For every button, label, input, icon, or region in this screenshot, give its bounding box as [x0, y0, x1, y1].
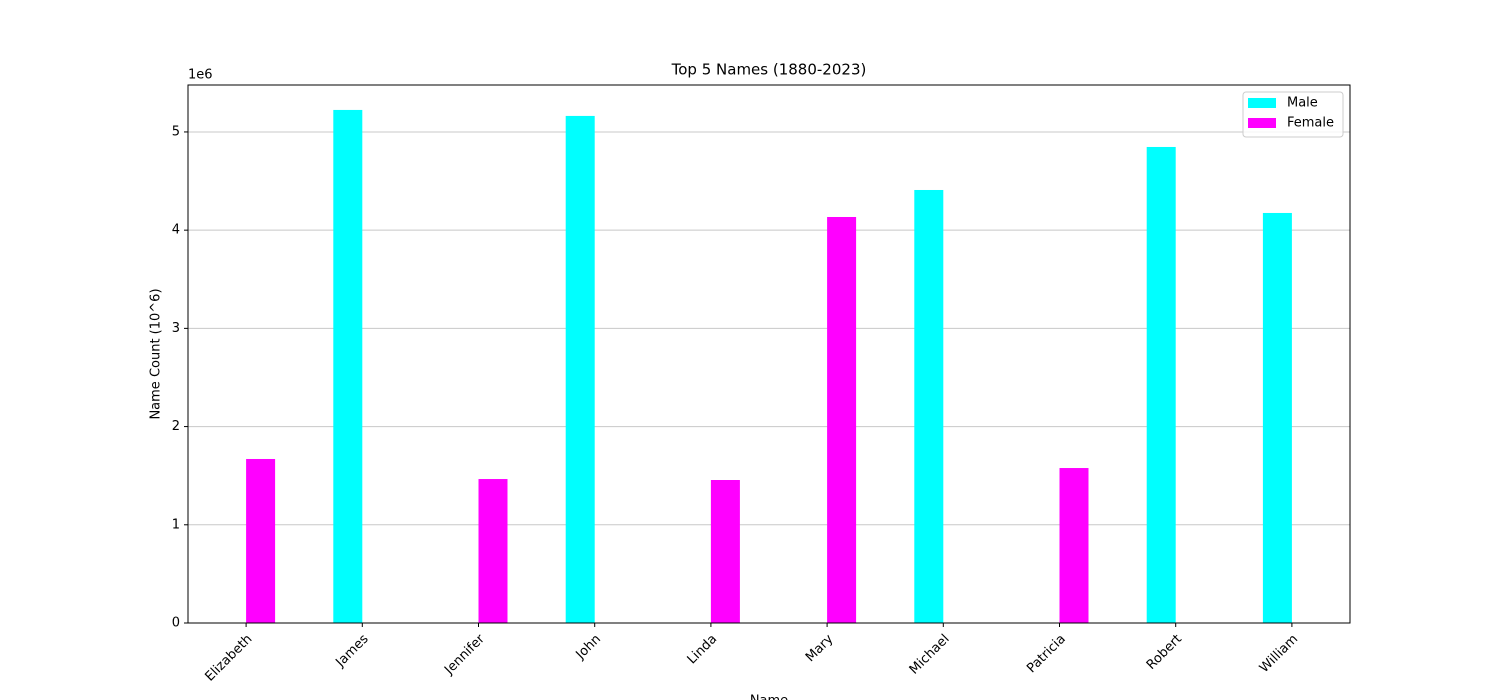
x-axis-label: Name — [750, 694, 788, 700]
y-tick-label: 0 — [172, 616, 180, 631]
y-tick-label: 4 — [172, 223, 180, 238]
y-tick-label: 2 — [172, 419, 180, 434]
bar — [914, 189, 944, 623]
legend-label: Male — [1287, 96, 1318, 111]
y-tick-label: 3 — [172, 321, 180, 336]
chart-title: Top 5 Names (1880-2023) — [671, 61, 867, 79]
y-offset-label: 1e6 — [188, 68, 213, 83]
bar — [1059, 468, 1089, 623]
y-tick-label: 5 — [172, 124, 180, 139]
bar — [710, 480, 740, 623]
bar — [1146, 146, 1176, 623]
bar — [1262, 212, 1292, 623]
legend-swatch — [1248, 118, 1276, 128]
y-axis-label: Name Count (10^6) — [149, 288, 164, 419]
bar — [827, 216, 857, 624]
bar — [478, 479, 508, 623]
bar — [246, 458, 276, 623]
y-tick-label: 1 — [172, 517, 180, 532]
legend-swatch — [1248, 98, 1276, 108]
bar — [333, 109, 363, 623]
plot-frame — [187, 84, 1351, 624]
legend-label: Female — [1287, 116, 1334, 131]
bar — [565, 115, 595, 624]
